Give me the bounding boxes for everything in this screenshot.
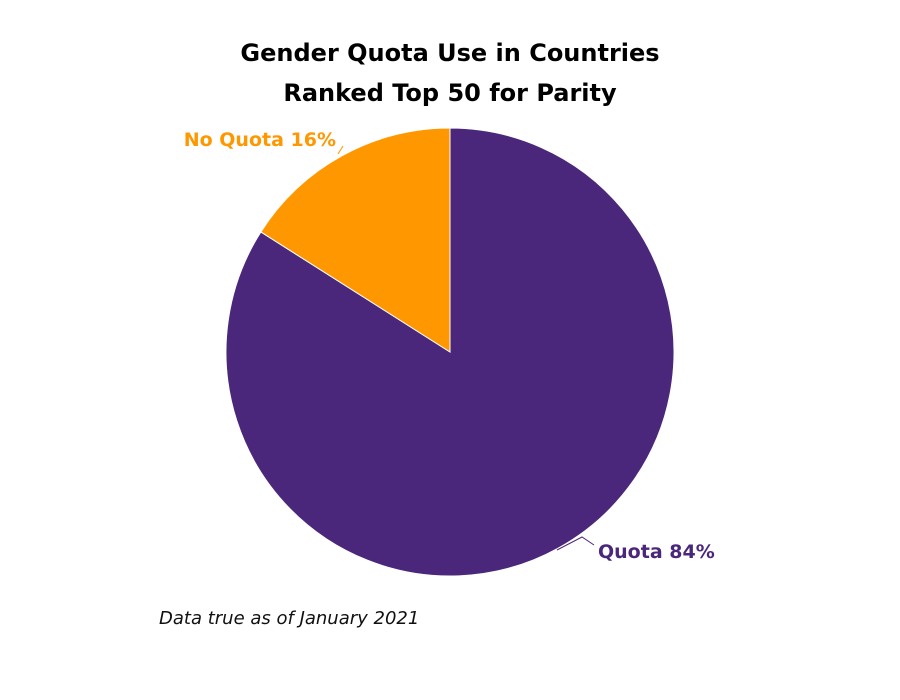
pie-slice-quota bbox=[225, 127, 675, 577]
leader-line-no-quota bbox=[337, 145, 344, 155]
slice-label-no-quota: No Quota 16% bbox=[184, 129, 336, 151]
chart-title-line-1: Gender Quota Use in Countries bbox=[240, 39, 660, 67]
slice-label-quota: Quota 84% bbox=[598, 541, 715, 563]
chart-title: Gender Quota Use in Countries Ranked Top… bbox=[0, 33, 900, 113]
pie-slice-no-quota bbox=[260, 127, 451, 353]
chart-title-line-2: Ranked Top 50 for Parity bbox=[283, 79, 617, 107]
leader-line-quota bbox=[556, 536, 595, 551]
data-footnote: Data true as of January 2021 bbox=[159, 608, 420, 629]
